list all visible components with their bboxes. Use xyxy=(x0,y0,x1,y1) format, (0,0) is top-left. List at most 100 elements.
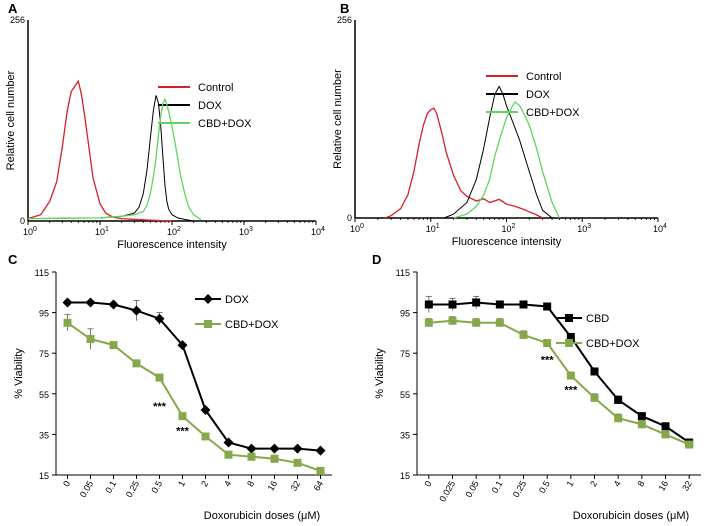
data-point xyxy=(178,412,187,421)
panel-label: C xyxy=(8,252,18,267)
panel-c: C 15 35 55 75 95 115 0 0.05 0.1 0.25 0.5 1 2 4 8 16 32 64 D… xyxy=(8,252,332,522)
series-line-cbd-dox xyxy=(27,97,202,220)
y-tick-label: 35 xyxy=(400,430,410,440)
data-point xyxy=(177,340,188,351)
panel-d: D 15 35 55 75 95 115 0 0.025 0.05 0.1 0.25 0.5 1 2 4 8 16… xyxy=(372,252,701,522)
data-point xyxy=(63,318,72,327)
y-axis-title: % Viability xyxy=(13,348,25,399)
x-axis-title: Fluorescence intensity xyxy=(452,236,562,248)
data-point xyxy=(590,367,599,376)
y-tick-label: 256 xyxy=(337,15,352,25)
y-tick-label: 115 xyxy=(396,268,410,278)
y-tick-label: 55 xyxy=(39,390,49,400)
legend-label: DOX xyxy=(225,294,250,306)
x-tick-label: 0.025 xyxy=(437,479,457,504)
x-tick-label: 2 xyxy=(199,479,210,488)
x-axis-title: Fluorescence intensity xyxy=(117,239,227,251)
x-tick-label: 16 xyxy=(657,479,671,493)
data-point xyxy=(132,359,141,368)
x-tick-label: 4 xyxy=(222,479,233,488)
x-tick-label: 102 xyxy=(167,226,181,237)
x-tick-label: 101 xyxy=(95,226,109,237)
y-tick-label: 0 xyxy=(20,216,25,226)
legend-label: Control xyxy=(526,71,561,83)
y-tick-label: 35 xyxy=(39,430,49,440)
data-point xyxy=(424,300,433,309)
data-point xyxy=(614,414,623,423)
data-point xyxy=(224,450,233,459)
data-point xyxy=(566,332,575,341)
data-point xyxy=(472,318,481,327)
significance-marker: *** xyxy=(541,354,555,366)
legend-label: DOX xyxy=(198,100,223,112)
data-point xyxy=(223,437,234,448)
data-point xyxy=(661,422,670,431)
data-point xyxy=(246,443,257,454)
legend-marker xyxy=(565,314,573,322)
data-point xyxy=(590,393,599,402)
data-point xyxy=(519,300,528,309)
significance-marker: *** xyxy=(153,401,167,413)
x-tick-label: 104 xyxy=(653,223,667,234)
data-point xyxy=(108,299,119,310)
legend-marker xyxy=(565,339,573,347)
data-point xyxy=(200,405,211,416)
data-point xyxy=(543,339,552,348)
panel-a: A 0 256 100 101 102 103 104 Fluorescence intensi… xyxy=(5,1,325,251)
x-tick-label: 0.1 xyxy=(103,479,118,495)
legend-label: CBD xyxy=(586,313,609,325)
data-point xyxy=(543,302,552,311)
legend-label: Control xyxy=(198,82,233,94)
series-line-cbd-dox xyxy=(453,101,560,219)
x-tick-label: 0.1 xyxy=(490,479,505,495)
data-point xyxy=(247,452,256,461)
y-axis-title: Relative cell number xyxy=(5,70,17,170)
x-tick-label: 0 xyxy=(422,479,433,488)
x-tick-label: 2 xyxy=(588,479,599,488)
legend-label: CBD+DOX xyxy=(526,107,580,119)
series-line-cbd xyxy=(428,301,690,444)
x-axis-title: Doxorubicin doses (μM) xyxy=(204,510,320,522)
series-line-dox xyxy=(67,301,321,452)
x-tick-label: 8 xyxy=(635,479,646,488)
x-tick-label: 4 xyxy=(612,479,623,488)
data-point xyxy=(637,420,646,429)
x-tick-label: 0.05 xyxy=(78,479,95,499)
x-tick-label: 0.5 xyxy=(537,479,552,495)
panel-label: D xyxy=(372,252,381,267)
y-tick-label: 75 xyxy=(39,349,49,359)
data-point xyxy=(86,334,95,343)
significance-marker: *** xyxy=(176,425,190,437)
y-tick-label: 75 xyxy=(400,349,410,359)
data-point xyxy=(85,297,96,308)
x-tick-label: 32 xyxy=(680,479,694,493)
data-point xyxy=(201,432,210,441)
data-point xyxy=(316,466,325,475)
x-tick-label: 0.25 xyxy=(124,479,141,499)
data-point xyxy=(131,305,142,316)
legend-label: CBD+DOX xyxy=(225,319,279,331)
x-tick-label: 0.05 xyxy=(463,479,480,499)
x-tick-label: 0.5 xyxy=(149,479,164,495)
series-line-control xyxy=(27,79,173,222)
legend-marker xyxy=(203,294,213,304)
y-tick-label: 256 xyxy=(10,15,25,25)
x-tick-label: 1 xyxy=(564,479,575,488)
y-tick-label: 95 xyxy=(400,309,410,319)
x-tick-label: 102 xyxy=(502,223,516,234)
x-tick-label: 0.25 xyxy=(511,479,528,499)
panel-label: B xyxy=(340,1,349,16)
legend-label: CBD+DOX xyxy=(586,338,640,350)
series-line-control xyxy=(384,107,543,219)
x-tick-label: 100 xyxy=(23,226,37,237)
y-tick-label: 55 xyxy=(400,390,410,400)
data-point xyxy=(109,341,118,350)
data-point xyxy=(270,454,279,463)
series-line-cbd-dox xyxy=(428,319,690,446)
data-point xyxy=(614,395,623,404)
data-point xyxy=(566,371,575,380)
y-tick-label: 15 xyxy=(39,471,49,481)
data-point xyxy=(495,300,504,309)
x-tick-label: 1 xyxy=(176,479,187,488)
